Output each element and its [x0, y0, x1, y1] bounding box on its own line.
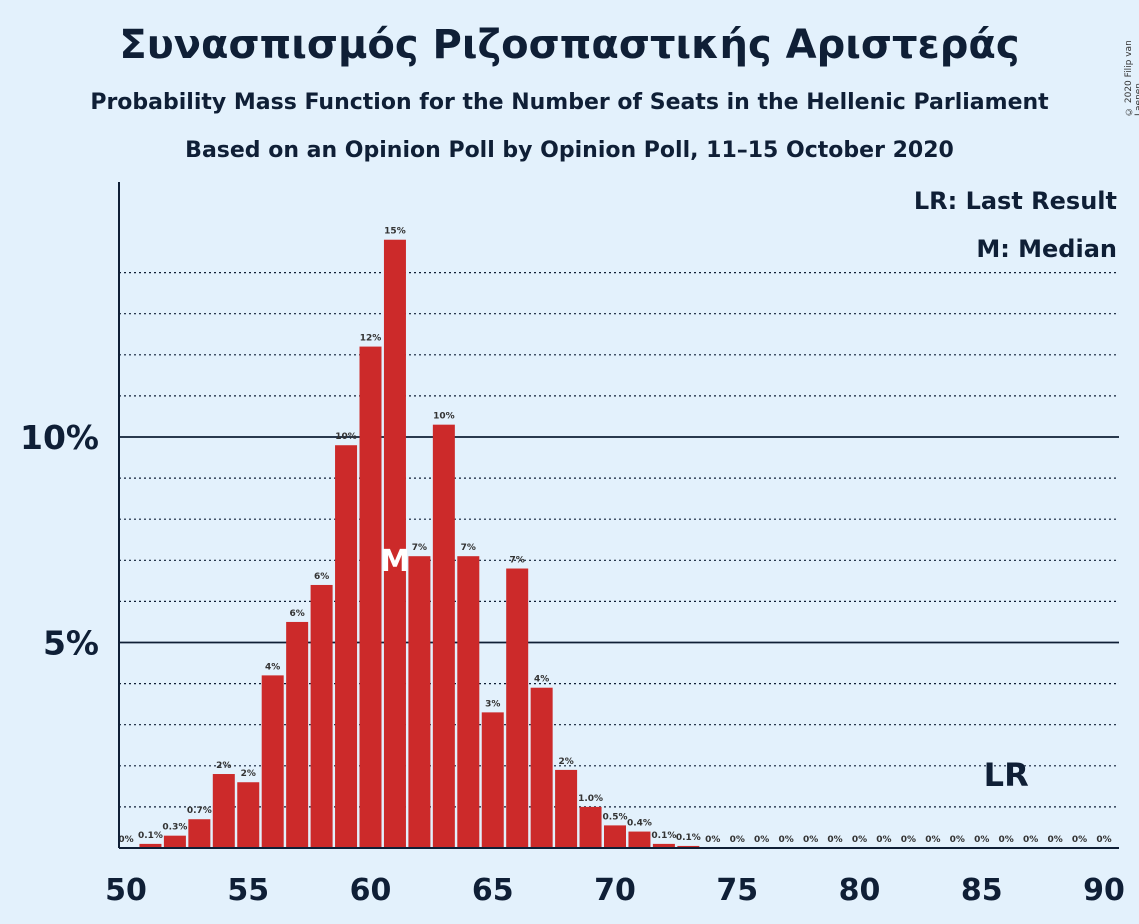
bar-seat-60 [359, 346, 382, 848]
bar-seat-57 [286, 621, 309, 848]
bar-seat-70 [604, 825, 626, 848]
bar-seat-53 [188, 819, 211, 848]
bar-label-seat-55: 2% [241, 769, 256, 779]
y-tick-labels: 5% 10% [20, 418, 99, 663]
x-tick-75: 75 [716, 873, 758, 908]
bar-label-seat-76: 0% [754, 835, 769, 845]
x-tick-80: 80 [839, 873, 881, 908]
bar-labels: 0% 0.1%0.3%0.7%2%2%4%6%6%10%12%15%7%10%7%… [118, 227, 1111, 845]
bar-label-seat-51: 0.1% [138, 831, 163, 841]
bar-label-seat-75: 0% [730, 835, 745, 845]
bar-label-seat-71: 0.4% [627, 819, 652, 829]
bar-label-seat-88: 0% [1047, 835, 1062, 845]
bar-label-seat-64: 7% [461, 543, 476, 553]
bar-seat-66 [506, 568, 529, 848]
legend-median: M: Median [976, 235, 1117, 263]
bar-seat-73 [677, 845, 700, 848]
bar-seat-64 [457, 556, 480, 848]
chart-title: Συνασπισμός Ριζοσπαστικής Αριστεράς [119, 22, 1020, 68]
last-result-marker: LR [984, 756, 1029, 794]
median-marker: M [380, 544, 410, 579]
bar-seat-72 [652, 843, 675, 848]
y-tick-10: 10% [20, 418, 99, 457]
bar-label-seat-66: 7% [510, 556, 525, 566]
bar-seat-59 [335, 445, 358, 848]
bar-label-seat-80: 0% [852, 835, 867, 845]
bar-label-seat-84: 0% [950, 835, 965, 845]
x-tick-60: 60 [350, 873, 392, 908]
bar-label-seat-53: 0.7% [187, 806, 212, 816]
bar-label-seat-77: 0% [779, 835, 794, 845]
bar-label-seat-81: 0% [876, 835, 891, 845]
bar-seat-68 [555, 769, 578, 848]
bar-seat-63 [432, 424, 455, 848]
bar-label-seat-62: 7% [412, 543, 427, 553]
x-tick-50: 50 [105, 873, 147, 908]
x-tick-labels: 50 55 60 65 70 75 80 85 90 [105, 873, 1125, 908]
bar-seat-58 [310, 584, 333, 848]
bar-label-seat-69: 1.0% [578, 794, 603, 804]
bar-label-seat-72: 0.1% [651, 831, 676, 841]
bar-label-seat-63: 10% [433, 412, 455, 422]
bar-label-seat-60: 12% [360, 334, 382, 344]
bar-label-seat-61: 15% [384, 227, 406, 237]
bar-seat-71 [628, 831, 651, 848]
bar-seat-65 [481, 712, 504, 848]
bar-seat-55 [237, 782, 260, 848]
bar-label-seat-68: 2% [558, 757, 573, 767]
x-tick-70: 70 [594, 873, 636, 908]
bar-label-seat-83: 0% [925, 835, 940, 845]
bar-seat-52 [163, 835, 186, 848]
bar-seat-67 [530, 687, 553, 848]
x-tick-65: 65 [472, 873, 514, 908]
bar-label-seat-58: 6% [314, 572, 329, 582]
chart-subtitle-source: Based on an Opinion Poll by Opinion Poll… [185, 138, 954, 163]
bar-label-seat-52: 0.3% [162, 823, 187, 833]
bar-seat-54 [212, 774, 235, 848]
bar-label-seat-57: 6% [290, 609, 305, 619]
bar-label-seat-79: 0% [827, 835, 842, 845]
bar-label-seat-67: 4% [534, 675, 549, 685]
bar-label-seat-56: 4% [265, 662, 280, 672]
bar-label-seat-59: 10% [335, 432, 357, 442]
bar-label-seat-90: 0% [1096, 835, 1111, 845]
bar-label-seat-65: 3% [485, 699, 500, 709]
x-tick-90: 90 [1083, 873, 1125, 908]
bar-seat-62 [408, 556, 431, 848]
y-tick-5: 5% [43, 624, 99, 663]
x-tick-55: 55 [227, 873, 269, 908]
bar-label-seat-82: 0% [901, 835, 916, 845]
bars [139, 239, 700, 849]
bar-label-seat-73: 0.1% [676, 833, 701, 843]
bar-label-seat-70: 0.5% [603, 812, 628, 822]
bar-seat-61 [383, 239, 406, 849]
bar-label-seat-85: 0% [974, 835, 989, 845]
bar-seat-51 [139, 843, 162, 848]
bar-label-seat-50: 0% [118, 835, 133, 845]
bar-label-seat-54: 2% [216, 761, 231, 771]
bar-label-seat-78: 0% [803, 835, 818, 845]
bar-label-seat-89: 0% [1072, 835, 1087, 845]
chart-subtitle: Probability Mass Function for the Number… [90, 90, 1049, 115]
grid-lines [119, 272, 1119, 808]
bar-label-seat-74: 0% [705, 835, 720, 845]
bar-label-seat-86: 0% [999, 835, 1014, 845]
bar-seat-69 [579, 806, 602, 848]
bar-seat-56 [261, 675, 284, 848]
x-tick-85: 85 [961, 873, 1003, 908]
legend-last-result: LR: Last Result [914, 187, 1117, 215]
bar-label-seat-87: 0% [1023, 835, 1038, 845]
